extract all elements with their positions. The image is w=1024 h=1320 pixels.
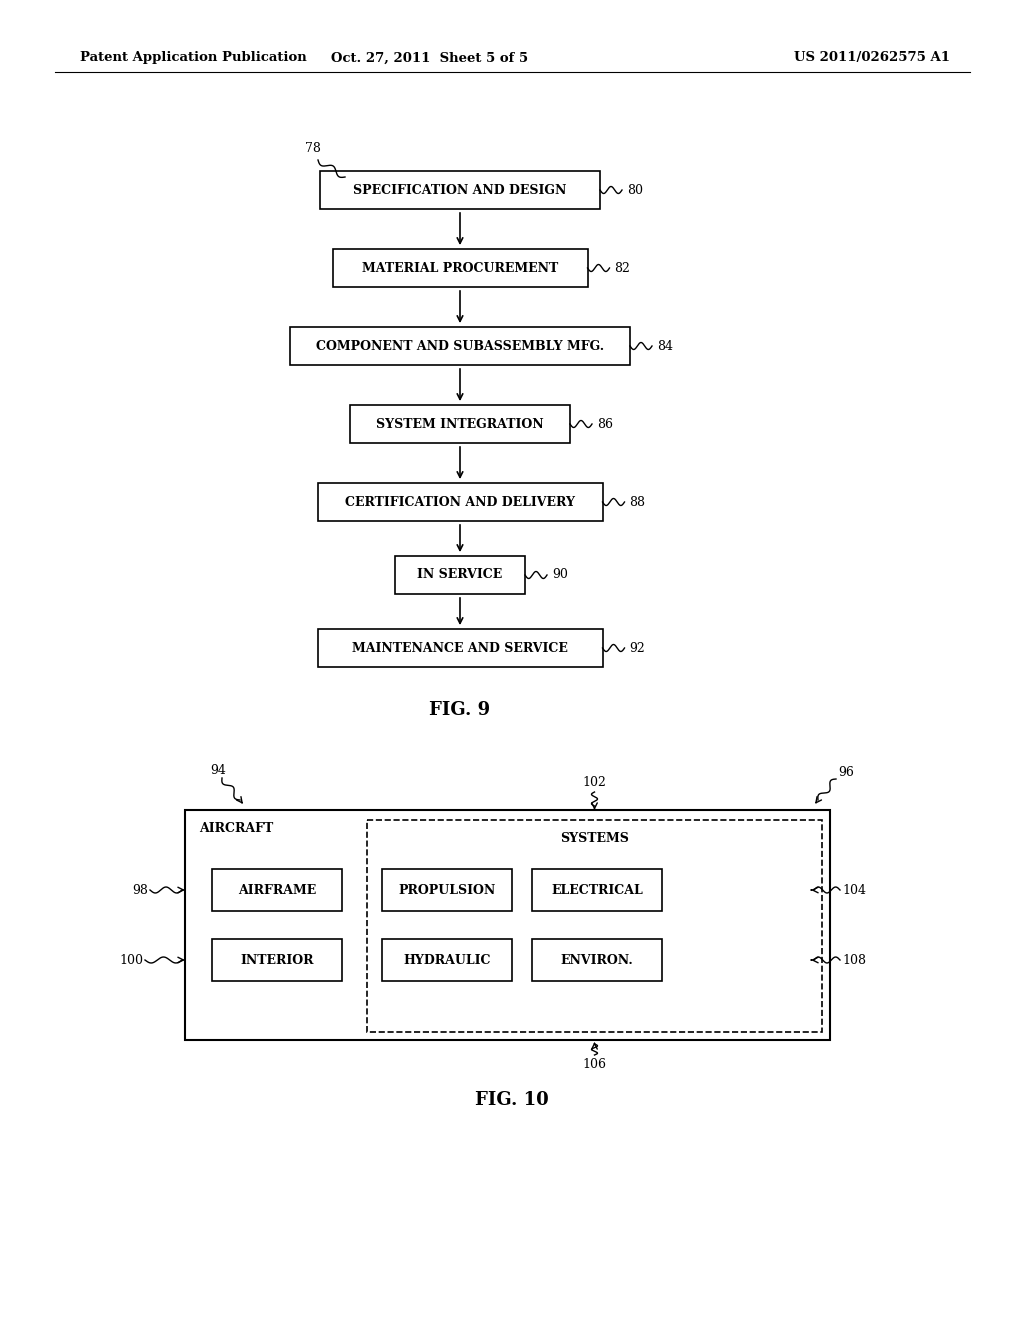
Text: 94: 94: [210, 763, 226, 776]
Text: HYDRAULIC: HYDRAULIC: [403, 953, 490, 966]
Text: CERTIFICATION AND DELIVERY: CERTIFICATION AND DELIVERY: [345, 495, 575, 508]
FancyBboxPatch shape: [333, 249, 588, 286]
Text: 104: 104: [842, 883, 866, 896]
Text: MAINTENANCE AND SERVICE: MAINTENANCE AND SERVICE: [352, 642, 568, 655]
FancyBboxPatch shape: [350, 405, 570, 444]
Text: AIRCRAFT: AIRCRAFT: [199, 821, 273, 834]
Text: IN SERVICE: IN SERVICE: [418, 569, 503, 582]
Text: PROPULSION: PROPULSION: [398, 883, 496, 896]
Text: FIG. 9: FIG. 9: [429, 701, 490, 719]
Text: FIG. 10: FIG. 10: [475, 1092, 549, 1109]
Text: 88: 88: [630, 495, 645, 508]
Text: 90: 90: [552, 569, 568, 582]
Text: 102: 102: [583, 776, 606, 789]
FancyBboxPatch shape: [317, 483, 602, 521]
FancyBboxPatch shape: [185, 810, 830, 1040]
FancyBboxPatch shape: [367, 820, 822, 1032]
Text: MATERIAL PROCUREMENT: MATERIAL PROCUREMENT: [361, 261, 558, 275]
FancyBboxPatch shape: [317, 630, 602, 667]
FancyBboxPatch shape: [382, 939, 512, 981]
Text: INTERIOR: INTERIOR: [241, 953, 313, 966]
Text: 98: 98: [132, 883, 148, 896]
Text: Patent Application Publication: Patent Application Publication: [80, 51, 307, 65]
Text: 82: 82: [614, 261, 631, 275]
Text: 86: 86: [597, 417, 613, 430]
Text: 96: 96: [838, 766, 854, 779]
Text: SPECIFICATION AND DESIGN: SPECIFICATION AND DESIGN: [353, 183, 566, 197]
Text: 80: 80: [627, 183, 643, 197]
Text: AIRFRAME: AIRFRAME: [238, 883, 316, 896]
Text: 106: 106: [583, 1059, 606, 1072]
Text: SYSTEMS: SYSTEMS: [560, 832, 629, 845]
Text: ELECTRICAL: ELECTRICAL: [551, 883, 643, 896]
Text: US 2011/0262575 A1: US 2011/0262575 A1: [794, 51, 950, 65]
FancyBboxPatch shape: [532, 939, 662, 981]
Text: ENVIRON.: ENVIRON.: [560, 953, 634, 966]
Text: 100: 100: [119, 953, 143, 966]
Text: 108: 108: [842, 953, 866, 966]
Text: SYSTEM INTEGRATION: SYSTEM INTEGRATION: [376, 417, 544, 430]
FancyBboxPatch shape: [382, 869, 512, 911]
FancyBboxPatch shape: [319, 172, 600, 209]
Text: 92: 92: [630, 642, 645, 655]
FancyBboxPatch shape: [290, 327, 630, 366]
Text: COMPONENT AND SUBASSEMBLY MFG.: COMPONENT AND SUBASSEMBLY MFG.: [316, 339, 604, 352]
FancyBboxPatch shape: [395, 556, 525, 594]
FancyBboxPatch shape: [212, 869, 342, 911]
Text: Oct. 27, 2011  Sheet 5 of 5: Oct. 27, 2011 Sheet 5 of 5: [332, 51, 528, 65]
Text: 78: 78: [305, 141, 321, 154]
FancyBboxPatch shape: [212, 939, 342, 981]
Text: 84: 84: [657, 339, 673, 352]
FancyBboxPatch shape: [532, 869, 662, 911]
